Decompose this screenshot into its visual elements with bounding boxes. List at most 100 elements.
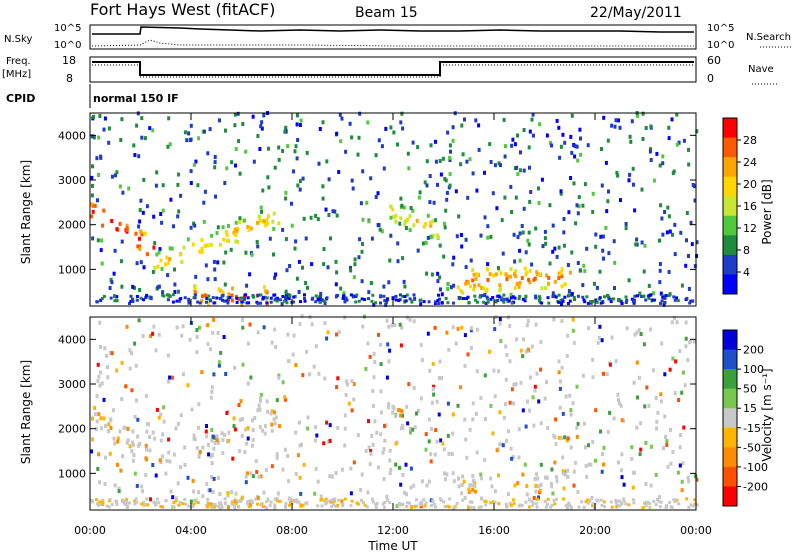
velocity-cell [239,417,242,422]
velocity-cell [170,375,174,380]
power-cell [551,249,555,254]
power-cell [509,267,513,272]
power-cell [353,257,357,262]
power-cell [500,218,504,223]
velocity-cell [301,503,305,507]
velocity-cell [538,488,542,493]
velocity-cell [189,499,193,504]
velocity-cell [394,441,398,446]
power-cell [438,243,442,248]
velocity-cell [201,445,205,450]
power-cell [265,217,269,222]
velocity-cell [121,499,125,503]
velocity-cell [545,475,549,480]
power-cell [161,290,165,295]
velocity-cell [618,401,622,406]
velocity-cell [99,416,103,421]
nsky-tick-top: 10^5 [54,23,81,34]
power-cell [687,147,690,152]
power-cell [326,265,330,270]
power-cell [598,269,602,274]
power-cell [284,125,288,130]
velocity-cell [379,432,383,437]
velocity-cell [632,380,636,385]
power-cell [483,170,486,175]
power-cell [652,298,656,302]
power-cell [399,196,403,201]
power-cell [606,199,610,204]
power-cell [524,272,528,277]
power-cell [452,283,456,288]
velocity-cell [463,333,467,338]
freq-strip: Freq. [MHz] 18 8 60 0 Nave [2,54,778,85]
velocity-cell [341,504,345,508]
velocity-cell [221,451,225,456]
power-cell [510,143,514,148]
velocity-cell [206,498,210,501]
power-cell [445,197,449,202]
power-cell [142,298,145,302]
velocity-cell [424,432,428,437]
velocity-cell [684,344,688,349]
colorbar-tick-label: 12 [743,222,757,235]
velocity-cell [405,404,409,409]
velocity-cell [140,502,144,506]
velocity-cell [467,487,471,492]
power-cell [292,295,296,299]
velocity-cell [432,392,436,397]
power-cell [259,301,262,305]
velocity-cell [204,429,208,434]
power-cell [120,284,124,289]
velocity-cell [283,447,287,452]
velocity-ylabel: Slant Range [km] [19,360,33,464]
velocity-cell [431,361,435,366]
power-cell [647,296,651,300]
power-cell [246,225,250,229]
velocity-cell [569,445,573,450]
velocity-cell [124,384,128,389]
power-cell [438,297,441,301]
velocity-cell [445,472,449,477]
power-cell [252,159,256,164]
power-cell [648,149,652,154]
power-cell [159,258,163,263]
power-cell [503,154,507,159]
velocity-cell [501,443,505,448]
velocity-cell [563,435,567,440]
power-cell [138,246,142,251]
velocity-cell [140,484,144,489]
power-cell [165,255,169,260]
velocity-cell [420,500,424,504]
colorbar-tick-label: -50 [743,441,761,454]
power-cell [562,217,566,221]
power-cell [200,294,204,299]
velocity-cell [250,418,254,423]
velocity-cell [286,359,290,364]
power-cell [661,232,665,237]
velocity-cell [435,439,439,444]
velocity-cell [240,417,244,422]
velocity-cell [419,396,423,401]
power-cell [523,299,527,303]
velocity-cell [654,472,658,477]
colorbar-segment [723,274,737,295]
power-cell [351,294,355,299]
velocity-cell [410,505,414,509]
velocity-cell [537,399,541,404]
nsky-trace [92,26,694,35]
velocity-cell [273,506,277,511]
velocity-cell [99,370,103,375]
velocity-cell [172,505,176,509]
velocity-cell [216,504,220,508]
power-cell [537,299,541,302]
velocity-cell [292,333,296,338]
power-cell [557,276,561,281]
velocity-cell [370,433,374,438]
velocity-cell [108,350,112,355]
power-cell [429,223,433,228]
velocity-cell [537,484,541,489]
power-cell [436,299,440,302]
velocity-cell [113,483,117,488]
velocity-cell [525,492,529,497]
velocity-cell [360,498,363,502]
